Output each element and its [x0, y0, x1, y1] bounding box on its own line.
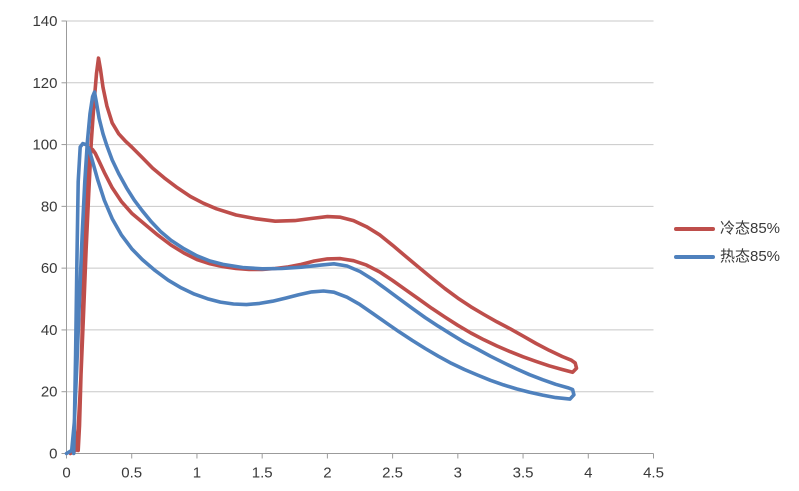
y-tick-label: 20: [41, 384, 58, 401]
legend-line-sample-cold: [674, 226, 715, 231]
legend-item-hot[interactable]: 热态85%: [674, 247, 780, 266]
series-line-cold[interactable]: [68, 56, 579, 456]
x-tick-label: 4.5: [643, 465, 664, 482]
series-line-hot[interactable]: [64, 90, 576, 456]
x-tick-label: 3: [454, 465, 462, 482]
y-tick-label: 0: [49, 446, 57, 463]
y-tick-label: 140: [32, 13, 57, 30]
legend-label-hot: 热态85%: [720, 248, 781, 265]
legend-label-cold: 冷态85%: [720, 220, 781, 237]
x-tick-label: 2: [323, 465, 331, 482]
y-tick-label: 80: [41, 198, 58, 215]
y-tick-label: 60: [41, 260, 58, 277]
x-tick-label: 1: [193, 465, 201, 482]
y-tick-label: 100: [32, 137, 57, 154]
x-tick-label: 1.5: [252, 465, 273, 482]
x-tick-label: 0: [62, 465, 70, 482]
legend-item-cold[interactable]: 冷态85%: [674, 219, 780, 238]
legend: 冷态85% 热态85%: [674, 219, 780, 266]
x-tick-label: 0.5: [121, 465, 142, 482]
legend-line-sample-hot: [674, 254, 715, 259]
x-tick-label: 4: [584, 465, 592, 482]
x-tick-label: 2.5: [382, 465, 403, 482]
y-tick-label: 120: [32, 75, 57, 92]
x-tick-label: 3.5: [513, 465, 534, 482]
y-tick-label: 40: [41, 322, 58, 339]
